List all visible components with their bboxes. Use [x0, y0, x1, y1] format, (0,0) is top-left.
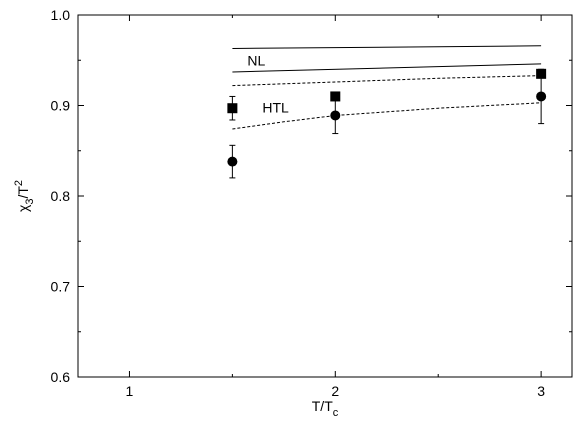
data-markers	[227, 68, 547, 167]
y-tick-label: 0.9	[51, 98, 71, 114]
nl-upper-curve	[232, 45, 542, 49]
square-marker	[536, 68, 547, 79]
htl-lower-curve	[232, 102, 542, 130]
square-marker	[330, 91, 341, 102]
square-marker	[227, 103, 238, 114]
y-tick-label: 0.7	[51, 279, 71, 295]
x-axis-label: T/Tc	[312, 398, 339, 419]
error-bars	[229, 68, 545, 179]
y-tick-label: 0.6	[51, 369, 71, 385]
model-bands	[232, 45, 542, 130]
htl-upper-curve	[232, 75, 542, 87]
circle-marker	[227, 156, 238, 167]
tick-labels: 0.6 0.7 0.8 0.9 1.0 1 2 3	[51, 7, 546, 399]
band-labels: NL HTL	[247, 52, 289, 115]
y-tick-label: 0.8	[51, 188, 71, 204]
axis-ticks	[78, 14, 572, 378]
x-tick-label: 1	[126, 383, 134, 399]
x-tick-label: 2	[331, 383, 339, 399]
circle-marker	[330, 110, 341, 121]
y-tick-label: 1.0	[51, 7, 71, 23]
circle-marker	[536, 91, 547, 102]
nl-label: NL	[247, 52, 265, 68]
y-axis-label: χ3/T2	[13, 180, 36, 212]
nl-lower-curve	[232, 63, 542, 73]
x-tick-label: 3	[537, 383, 545, 399]
htl-label: HTL	[262, 99, 289, 115]
